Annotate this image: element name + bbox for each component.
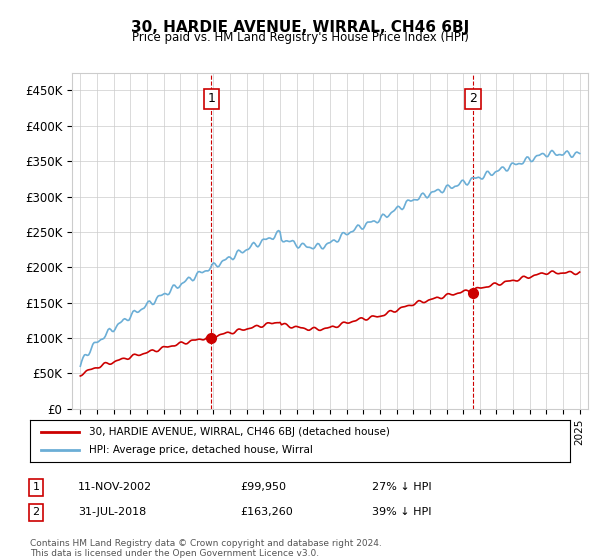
Text: 1: 1 <box>32 482 40 492</box>
Text: Contains HM Land Registry data © Crown copyright and database right 2024.
This d: Contains HM Land Registry data © Crown c… <box>30 539 382 558</box>
Text: £99,950: £99,950 <box>240 482 286 492</box>
Text: 30, HARDIE AVENUE, WIRRAL, CH46 6BJ (detached house): 30, HARDIE AVENUE, WIRRAL, CH46 6BJ (det… <box>89 427 390 437</box>
Text: 11-NOV-2002: 11-NOV-2002 <box>78 482 152 492</box>
Text: £163,260: £163,260 <box>240 507 293 517</box>
Text: 27% ↓ HPI: 27% ↓ HPI <box>372 482 431 492</box>
Text: 2: 2 <box>469 92 477 105</box>
Text: 39% ↓ HPI: 39% ↓ HPI <box>372 507 431 517</box>
Text: HPI: Average price, detached house, Wirral: HPI: Average price, detached house, Wirr… <box>89 445 313 455</box>
Text: 30, HARDIE AVENUE, WIRRAL, CH46 6BJ: 30, HARDIE AVENUE, WIRRAL, CH46 6BJ <box>131 20 469 35</box>
Text: Price paid vs. HM Land Registry's House Price Index (HPI): Price paid vs. HM Land Registry's House … <box>131 31 469 44</box>
Text: 1: 1 <box>208 92 215 105</box>
Text: 2: 2 <box>32 507 40 517</box>
Text: 31-JUL-2018: 31-JUL-2018 <box>78 507 146 517</box>
